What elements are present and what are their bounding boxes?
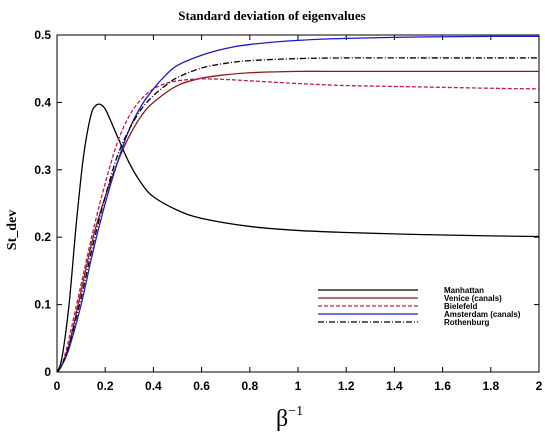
y-tick-label: 0.5 xyxy=(34,28,51,42)
legend-label-1: Manhattan xyxy=(444,286,484,295)
x-tick-label: 0.2 xyxy=(97,379,114,393)
x-tick-label: 2 xyxy=(536,379,543,393)
y-tick-label: 0.1 xyxy=(34,298,51,312)
x-tick-label: 1.6 xyxy=(434,379,451,393)
x-tick-label: 1.2 xyxy=(338,379,355,393)
y-tick-label: 0.3 xyxy=(34,163,51,177)
legend-label-4: Amsterdam (canals) xyxy=(444,310,521,319)
x-tick-label: 0 xyxy=(54,379,61,393)
series-line-4 xyxy=(56,35,540,373)
y-tick-label: 0.4 xyxy=(34,95,51,109)
series-layer xyxy=(56,35,540,373)
x-tick-label: 1.4 xyxy=(386,379,403,393)
x-axis: 0 0.2 0.4 0.6 0.8 1 1.2 1.4 1.6 1.8 2 xyxy=(54,35,543,393)
x-tick-label: 0.8 xyxy=(241,379,258,393)
series-line-2 xyxy=(56,70,539,373)
x-tick-label: 1 xyxy=(295,379,302,393)
legend-label-3: Bielefeld xyxy=(444,302,477,311)
y-axis-label: St_dev xyxy=(5,210,20,250)
series-line-3 xyxy=(56,78,540,373)
series-line-5 xyxy=(56,57,540,373)
x-tick-label: 0.6 xyxy=(193,379,210,393)
y-axis: 0 0.1 0.2 0.3 0.4 0.5 xyxy=(34,28,539,379)
series-line-1 xyxy=(56,103,540,373)
x-tick-label: 0.4 xyxy=(145,379,162,393)
y-tick-label: 0.2 xyxy=(34,230,51,244)
x-tick-label: 1.8 xyxy=(482,379,499,393)
y-tick-label: 0 xyxy=(44,365,51,379)
chart-title: Standard deviation of eigenvalues xyxy=(178,8,365,23)
x-axis-label: β−1 xyxy=(276,404,303,432)
legend-label-2: Venice (canals) xyxy=(444,294,502,303)
legend-label-5: Rothenburg xyxy=(444,318,489,327)
x-axis-label-base: β xyxy=(276,406,288,432)
x-axis-label-exponent: −1 xyxy=(288,404,303,419)
